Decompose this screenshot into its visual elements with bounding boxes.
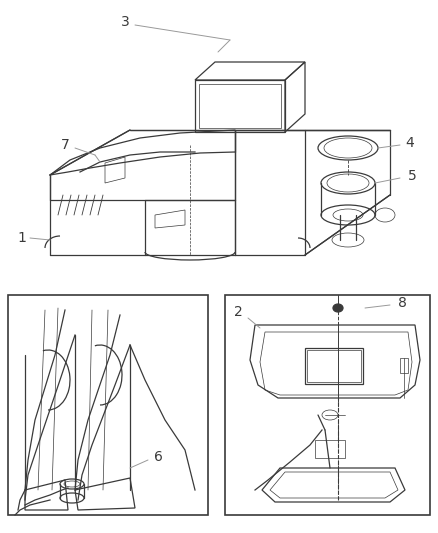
Bar [315, 440, 345, 458]
Bar [400, 358, 408, 373]
Text: 8: 8 [398, 296, 406, 310]
Bar [8, 295, 208, 515]
Bar [225, 295, 430, 515]
Text: 4: 4 [406, 136, 414, 150]
Bar [199, 84, 281, 128]
Text: 2: 2 [233, 305, 242, 319]
Bar [307, 350, 361, 382]
Text: 1: 1 [18, 231, 26, 245]
Bar [305, 348, 363, 384]
Text: 6: 6 [154, 450, 162, 464]
Text: 3: 3 [120, 15, 129, 29]
Bar [195, 80, 285, 132]
Text: 7: 7 [60, 138, 69, 152]
Text: 5: 5 [408, 169, 417, 183]
Ellipse shape [333, 304, 343, 312]
